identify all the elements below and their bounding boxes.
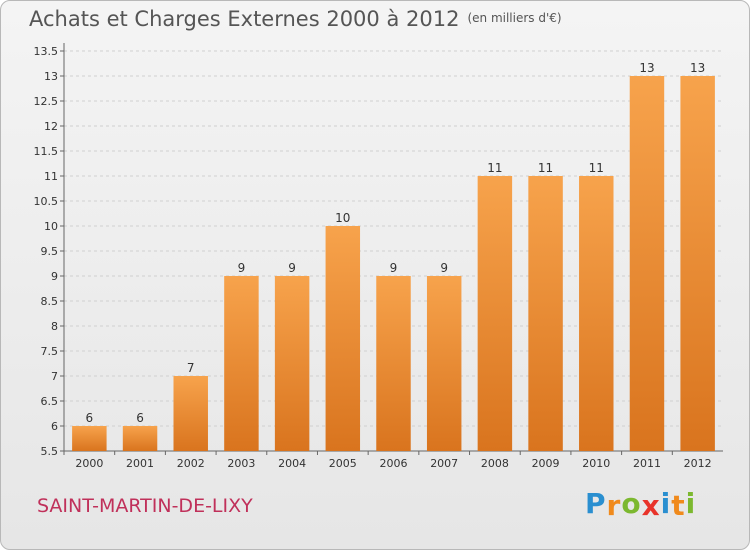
y-tick-label: 6.5 [41,395,59,408]
y-tick-label: 8 [51,320,58,333]
data-label: 9 [288,261,296,275]
data-label: 10 [335,211,350,225]
y-tick-label: 9 [51,270,58,283]
bar [122,426,158,451]
y-tick-label: 7.5 [41,345,59,358]
y-tick-label: 10 [44,220,58,233]
chart-subtitle: (en milliers d'€) [467,11,562,25]
bars [72,76,715,451]
y-tick-label: 11 [44,170,58,183]
data-label: 7 [187,361,195,375]
bar [325,226,361,451]
x-tick-label: 2009 [532,457,560,470]
y-tick-label: 8.5 [41,295,59,308]
y-tick-label: 5.5 [41,445,59,458]
bar [680,76,715,451]
y-tick-label: 9.5 [41,245,59,258]
y-tick-label: 10.5 [34,195,59,208]
data-label: 13 [690,61,705,75]
data-label: 9 [238,261,246,275]
logo-letter: P [585,487,607,520]
bar [477,176,513,451]
labels: 2000 6 2001 6 2002 7 2003 9 2004 9 2005 10 2006 9 2007… [75,61,711,470]
place-name: SAINT-MARTIN-DE-LIXY [37,495,253,517]
bar [629,76,665,451]
data-label: 11 [487,161,502,175]
data-label: 6 [86,411,94,425]
bar [224,276,259,451]
bar [72,426,107,451]
y-tick-label: 6 [51,420,58,433]
y-tick-label: 11.5 [34,145,59,158]
x-tick-label: 2011 [633,457,661,470]
x-tick-label: 2005 [329,457,357,470]
bar [426,276,462,451]
data-label: 13 [639,61,654,75]
bar [274,276,310,451]
x-tick-label: 2001 [126,457,154,470]
logo-letter: t [671,489,686,522]
x-tick-label: 2003 [227,457,255,470]
bar [528,176,563,451]
x-tick-label: 2004 [278,457,306,470]
data-label: 11 [589,161,604,175]
x-tick-label: 2006 [380,457,408,470]
x-tick-label: 2010 [582,457,610,470]
x-tick-label: 2008 [481,457,509,470]
y-tick-label: 7 [51,370,58,383]
chart-title-text: Achats et Charges Externes 2000 à 2012 [29,7,460,31]
bar [579,176,614,451]
y-tick-label: 13 [44,70,58,83]
logo-letter: x [641,489,661,522]
x-tick-label: 2007 [430,457,458,470]
data-label: 9 [440,261,448,275]
y-tick-label: 12.5 [34,95,59,108]
data-label: 6 [136,411,144,425]
data-label: 11 [538,161,553,175]
logo-letter: o [621,487,642,520]
x-tick-label: 2002 [177,457,205,470]
proxiti-logo: Proxiti [585,487,697,522]
logo-letter: r [606,489,622,522]
logo-letter: i [660,487,672,520]
data-label: 9 [390,261,398,275]
y-tick-label: 12 [44,120,58,133]
axes: 5.5 6 6.5 7 7.5 8 8.5 9 9.5 10 10.5 11 11.5 12 12.5 13 1… [34,43,723,458]
x-tick-label: 2000 [75,457,103,470]
logo-letter: i [685,487,697,520]
x-tick-label: 2012 [684,457,712,470]
chart-title: Achats et Charges Externes 2000 à 2012 (e… [29,7,562,31]
bar [376,276,411,451]
y-tick-label: 13.5 [34,45,59,58]
bar [173,376,208,451]
